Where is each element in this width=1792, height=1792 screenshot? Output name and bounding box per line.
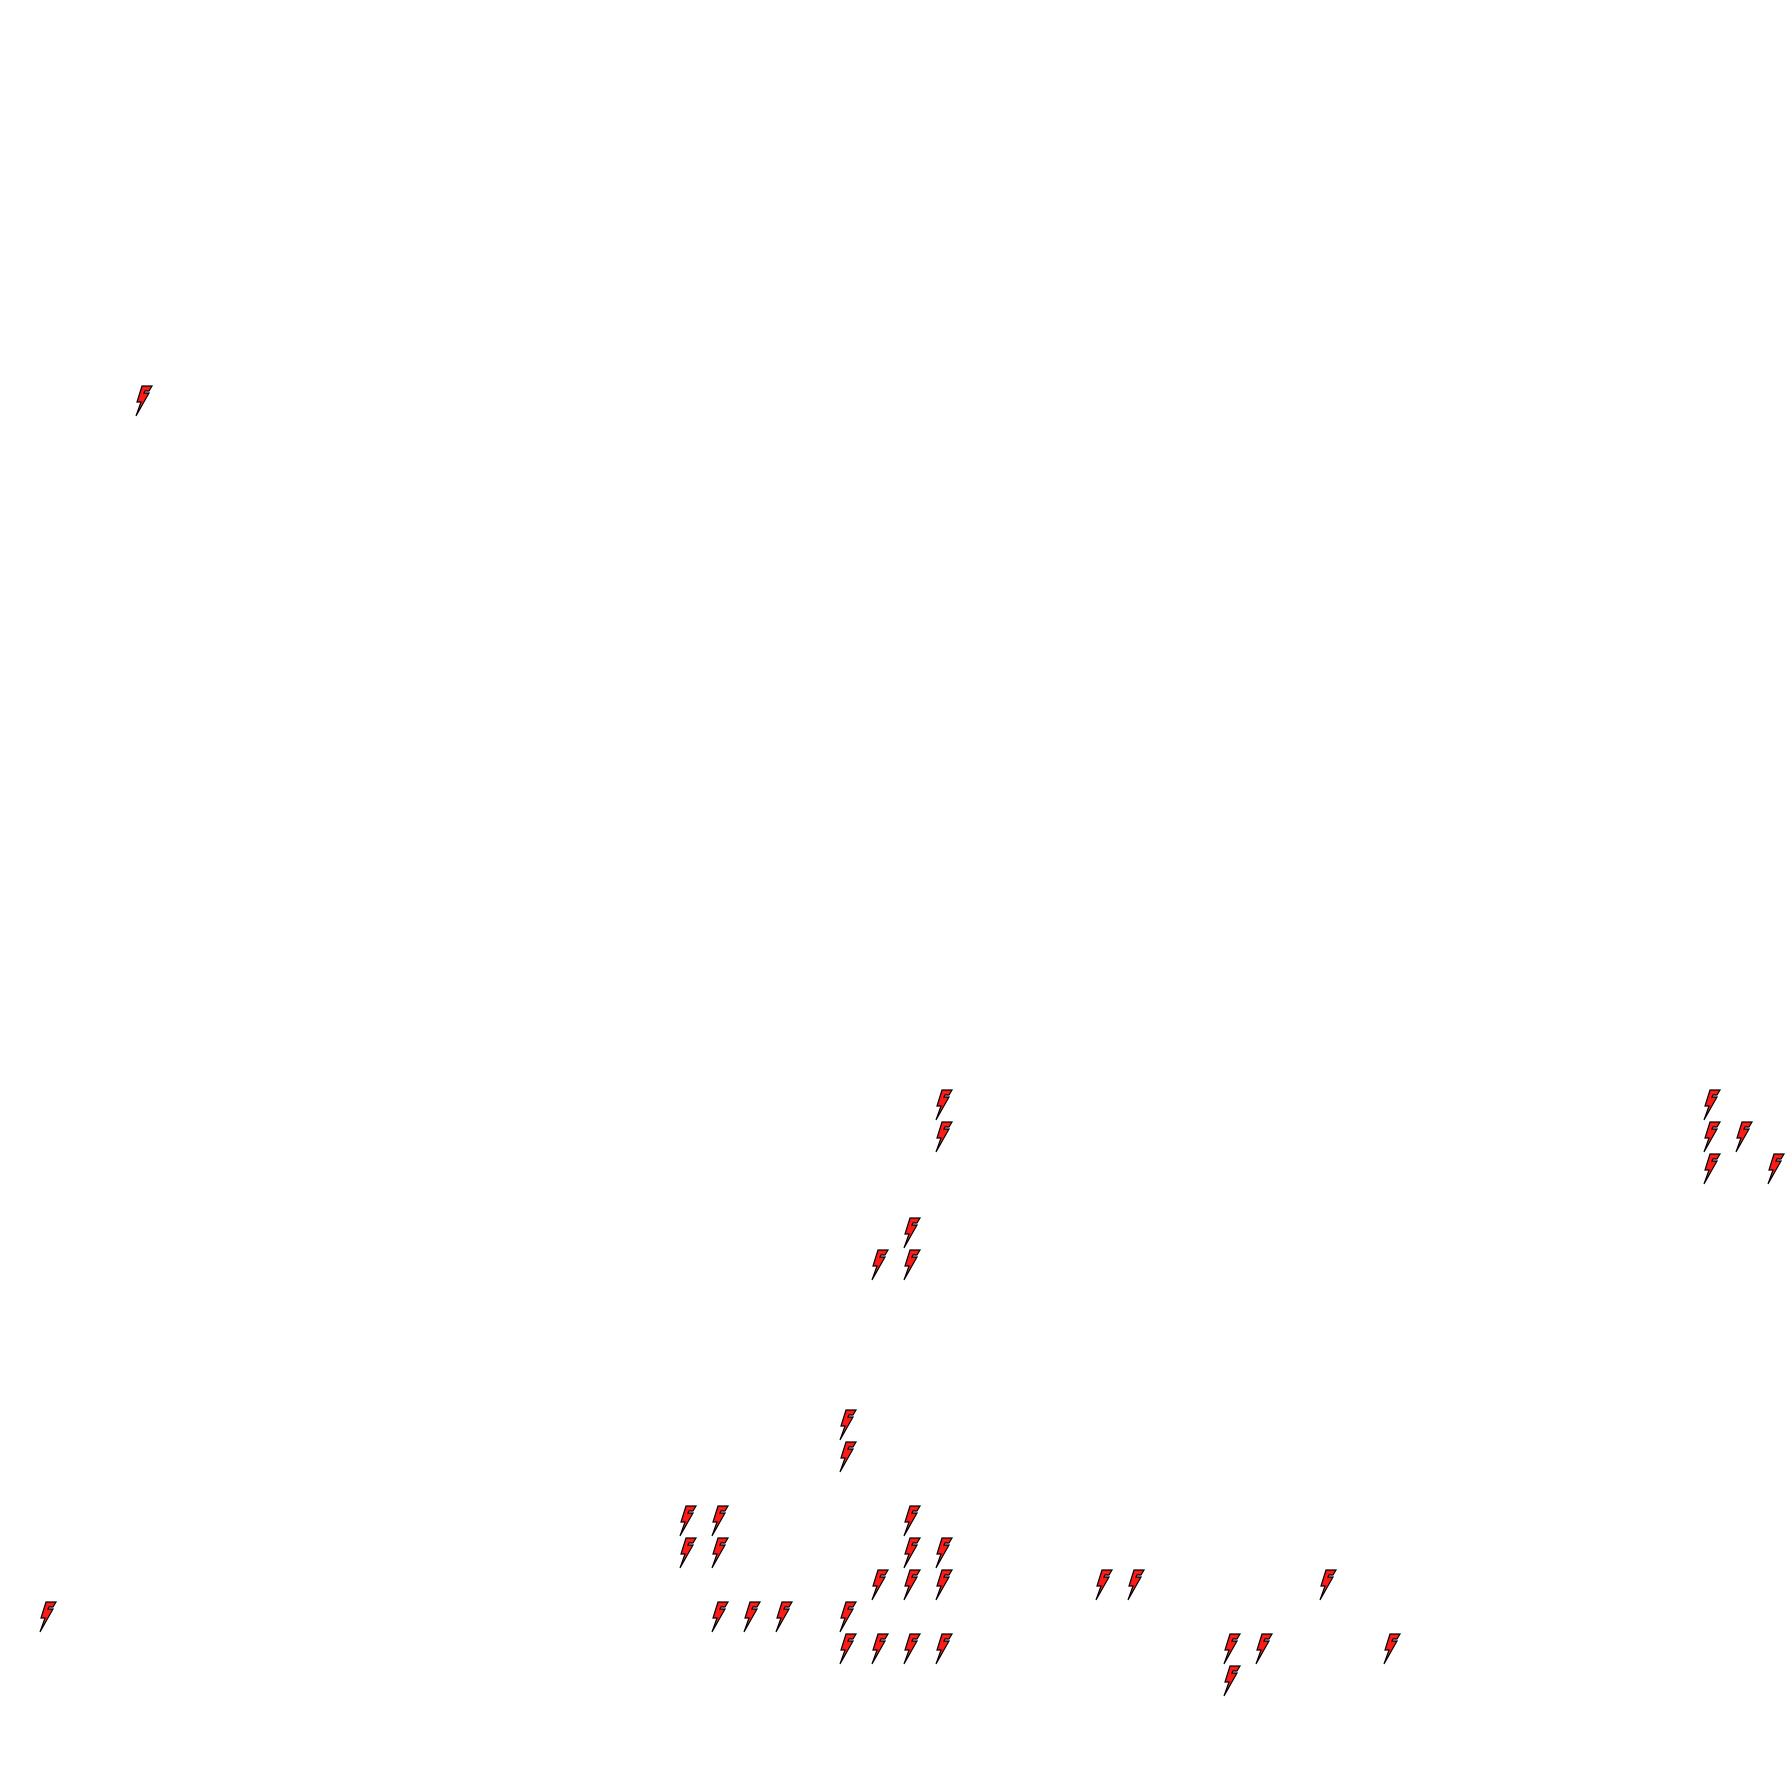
lightning-bolt-icon <box>711 1601 730 1633</box>
lightning-bolt-icon <box>1703 1121 1722 1153</box>
lightning-bolt-icon <box>711 1537 730 1569</box>
lightning-bolt-icon <box>839 1601 858 1633</box>
lightning-bolt-icon <box>839 1633 858 1665</box>
lightning-bolt-icon <box>903 1633 922 1665</box>
lightning-bolt-icon <box>935 1569 954 1601</box>
lightning-bolt-icon <box>1319 1569 1338 1601</box>
lightning-bolt-icon <box>935 1633 954 1665</box>
lightning-bolt-icon <box>903 1569 922 1601</box>
lightning-bolt-icon <box>839 1409 858 1441</box>
lightning-bolt-icon <box>1095 1569 1114 1601</box>
lightning-bolt-icon <box>1383 1633 1402 1665</box>
lightning-bolt-icon <box>775 1601 794 1633</box>
lightning-bolt-icon <box>903 1537 922 1569</box>
lightning-bolt-icon <box>903 1505 922 1537</box>
lightning-bolt-icon <box>711 1505 730 1537</box>
lightning-bolt-icon <box>1223 1665 1242 1697</box>
lightning-bolt-icon <box>871 1633 890 1665</box>
lightning-bolt-icon <box>1767 1153 1786 1185</box>
lightning-bolt-icon <box>39 1601 58 1633</box>
lightning-bolt-icon <box>1223 1633 1242 1665</box>
lightning-bolt-icon <box>903 1249 922 1281</box>
lightning-bolt-icon <box>935 1089 954 1121</box>
lightning-bolt-icon <box>1703 1089 1722 1121</box>
lightning-bolt-icon <box>743 1601 762 1633</box>
lightning-bolt-icon <box>135 385 154 417</box>
lightning-bolt-icon <box>871 1249 890 1281</box>
lightning-bolt-icon <box>935 1121 954 1153</box>
lightning-bolt-icon <box>935 1537 954 1569</box>
lightning-bolt-icon <box>903 1217 922 1249</box>
lightning-bolt-icon <box>871 1569 890 1601</box>
lightning-bolt-icon <box>1735 1121 1754 1153</box>
lightning-bolt-icon <box>679 1537 698 1569</box>
lightning-bolt-icon <box>1703 1153 1722 1185</box>
lightning-bolt-icon <box>1127 1569 1146 1601</box>
lightning-bolt-icon <box>679 1505 698 1537</box>
lightning-bolt-icon <box>1255 1633 1274 1665</box>
lightning-bolt-icon <box>839 1441 858 1473</box>
